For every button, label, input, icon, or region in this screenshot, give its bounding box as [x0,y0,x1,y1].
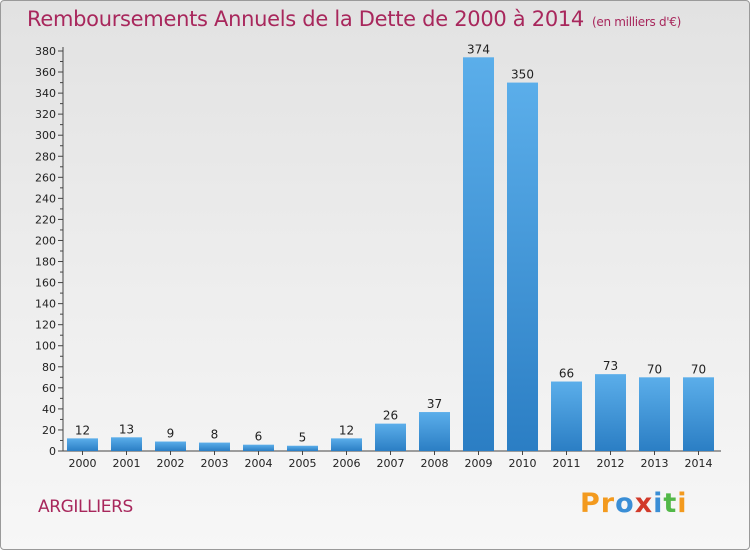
x-tick-label: 2009 [465,457,493,470]
y-tick-label: 80 [42,361,56,374]
y-tick-label: 20 [42,424,56,437]
x-tick-label: 2013 [641,457,669,470]
bar [463,57,494,451]
data-label: 26 [383,409,398,423]
y-tick-label: 280 [35,150,56,163]
x-tick-label: 2010 [509,457,537,470]
x-tick-label: 2007 [377,457,405,470]
y-tick-label: 200 [35,234,56,247]
data-label: 9 [167,427,175,441]
y-tick-label: 380 [35,45,56,58]
data-label: 12 [339,423,354,437]
y-tick-label: 100 [35,340,56,353]
bar [287,445,318,451]
x-tick-label: 2005 [289,457,317,470]
x-tick-label: 2004 [245,457,273,470]
bar [551,381,582,451]
y-tick-label: 360 [35,66,56,79]
data-label: 5 [299,431,307,445]
logo-letter: i [677,488,688,519]
y-tick-label: 340 [35,87,56,100]
x-tick-label: 2011 [553,457,581,470]
bar [331,438,362,451]
bar [419,412,450,451]
y-tick-label: 240 [35,192,56,205]
bar [67,438,98,451]
data-label: 8 [211,428,219,442]
data-label: 6 [255,430,263,444]
bar [155,441,186,451]
logo-letter: r [600,488,616,519]
commune-name: ARGILLIERS [38,497,133,517]
x-tick-label: 2002 [157,457,185,470]
y-tick-label: 0 [49,445,56,458]
y-tick-label: 260 [35,171,56,184]
bar [111,437,142,451]
y-tick-label: 40 [42,403,56,416]
bar [639,377,670,451]
y-tick-label: 140 [35,298,56,311]
logo-letter: x [634,488,654,519]
y-tick-label: 300 [35,129,56,142]
data-label: 350 [511,68,534,82]
data-label: 70 [647,362,662,376]
y-tick-label: 180 [35,256,56,269]
data-label: 37 [427,397,442,411]
y-tick-label: 320 [35,108,56,121]
bar [243,444,274,451]
x-tick-label: 2001 [113,457,141,470]
bar [683,377,714,451]
chart-axes: 0 20 40 60 80 100 120 140 160 180 200 220 240 260 280 3… [35,45,721,470]
data-label: 12 [75,423,90,437]
bar [375,423,406,451]
x-tick-label: 2006 [333,457,361,470]
y-tick-label: 120 [35,319,56,332]
logo-letter: t [663,488,678,519]
bar [199,442,230,451]
data-label: 13 [119,422,134,436]
chart-title: Remboursements Annuels de la Dette de 20… [27,7,681,31]
logo-letter: i [653,488,664,519]
x-tick-label: 2012 [597,457,625,470]
bar [507,82,538,451]
proxiti-logo: Proxiti [580,488,688,519]
x-tick-label: 2014 [685,457,713,470]
data-label: 70 [691,362,706,376]
data-label: 66 [559,367,574,381]
x-tick-label: 2000 [69,457,97,470]
y-tick-label: 220 [35,213,56,226]
chart-title-text: Remboursements Annuels de la Dette de 20… [27,7,584,31]
unit-label: (en milliers d'€) [592,15,682,29]
bar [595,374,626,451]
logo-letter: P [580,488,601,519]
x-tick-label: 2008 [421,457,449,470]
data-label: 374 [467,42,490,56]
x-tick-label: 2003 [201,457,229,470]
y-tick-label: 160 [35,277,56,290]
chart-bars: 12 13 9 8 6 5 12 26 37 374 350 66 73 70 70 [67,42,714,451]
data-label: 73 [603,359,618,373]
y-tick-label: 60 [42,382,56,395]
logo-letter: o [615,488,635,519]
